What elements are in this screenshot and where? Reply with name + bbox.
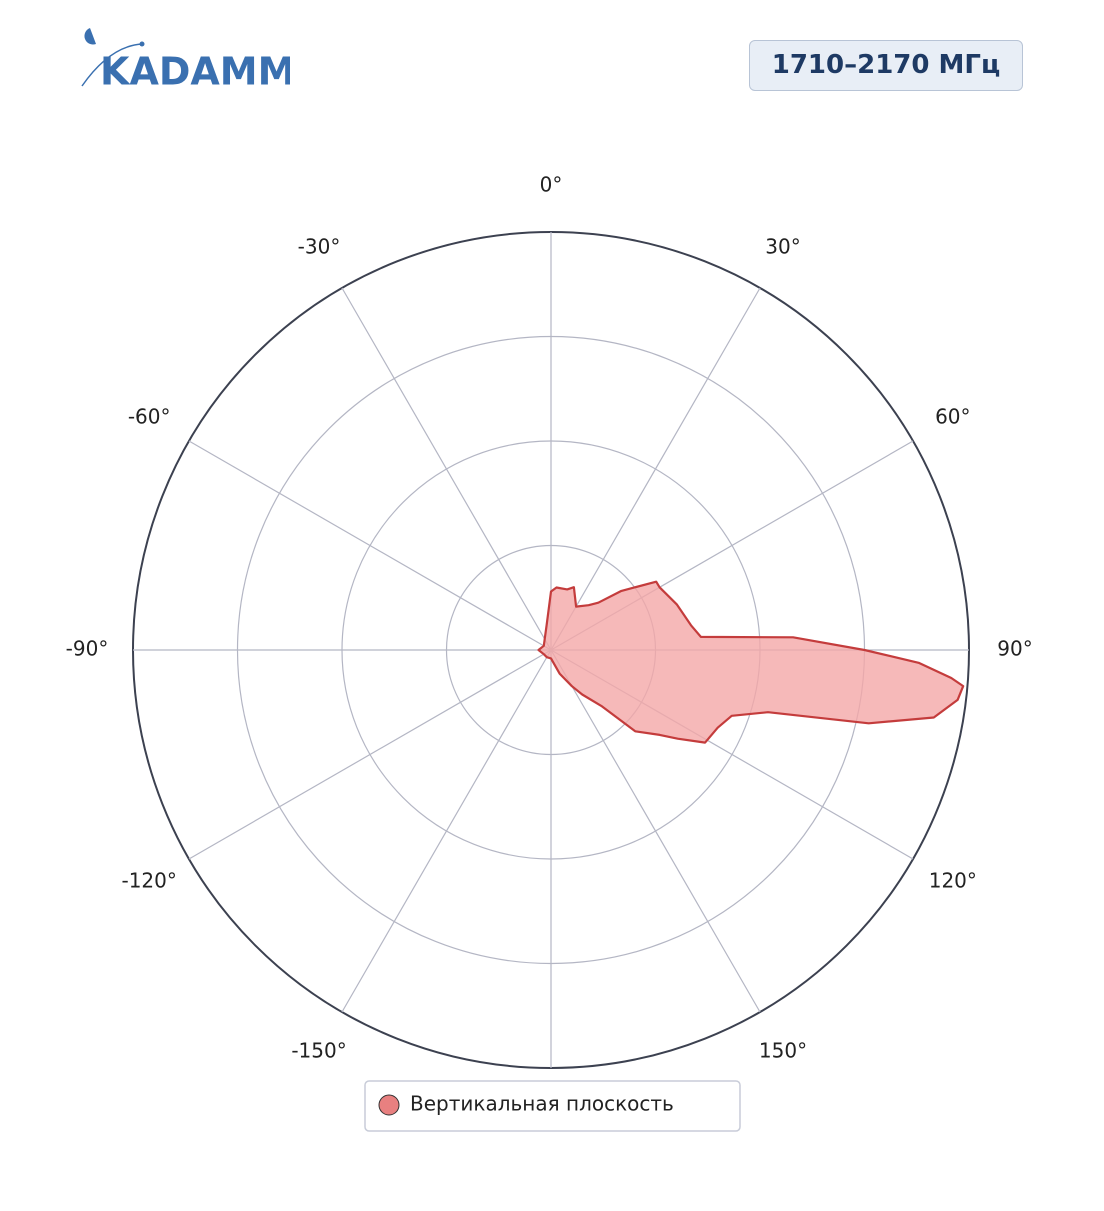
frequency-badge: 1710–2170 МГц bbox=[749, 40, 1023, 91]
grid-spoke bbox=[550, 440, 914, 651]
theta-tick-label: 60° bbox=[935, 405, 970, 429]
grid-ring bbox=[236, 335, 866, 965]
legend-label: Вертикальная плоскость bbox=[410, 1092, 674, 1116]
theta-tick-label: 0° bbox=[540, 173, 563, 197]
theta-tick-label: 150° bbox=[759, 1038, 807, 1062]
legend-marker bbox=[378, 1094, 400, 1116]
grid-ring bbox=[132, 231, 970, 1069]
legend: Вертикальная плоскость bbox=[364, 1080, 741, 1132]
grid-spoke bbox=[341, 287, 552, 651]
logo-moon bbox=[84, 28, 96, 45]
logo: KADAMM bbox=[81, 28, 290, 91]
logo-dot bbox=[139, 41, 145, 47]
pattern-area bbox=[537, 580, 965, 744]
logo-text: KADAMM bbox=[100, 50, 290, 91]
theta-tick-label: 120° bbox=[929, 868, 977, 892]
theta-tick-label: 90° bbox=[997, 637, 1032, 661]
legend-box bbox=[364, 1080, 741, 1132]
grid-ring bbox=[445, 544, 657, 756]
grid-ring bbox=[341, 440, 761, 860]
theta-tick-label: -120° bbox=[121, 868, 176, 892]
grid-spoke bbox=[341, 649, 552, 1013]
theta-tick-label: 30° bbox=[765, 235, 800, 259]
theta-tick-label: -90° bbox=[66, 637, 109, 661]
logo-swoosh bbox=[81, 43, 143, 87]
theta-tick-label: -30° bbox=[298, 235, 341, 259]
grid-spoke bbox=[550, 649, 914, 860]
grid-spoke bbox=[550, 649, 761, 1013]
grid-spoke bbox=[188, 440, 552, 651]
grid-spoke bbox=[188, 649, 552, 860]
grid-spoke bbox=[550, 287, 761, 651]
theta-tick-label: -150° bbox=[291, 1038, 346, 1062]
theta-tick-label: -60° bbox=[128, 405, 171, 429]
